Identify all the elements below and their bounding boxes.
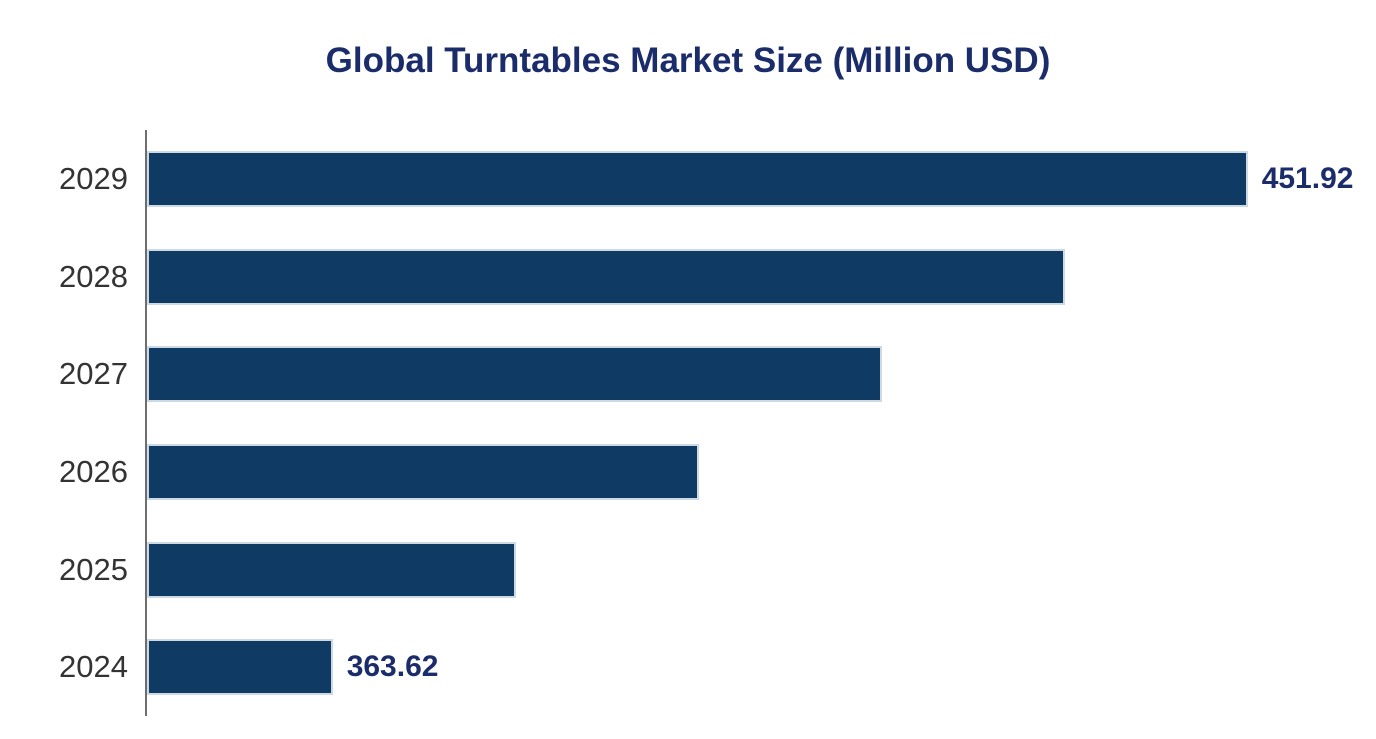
bar-track (147, 248, 1376, 305)
year-label: 2027 (59, 356, 128, 392)
year-label: 2025 (59, 551, 128, 587)
bar-row: 2026 (0, 423, 1376, 521)
bar-row: 2028 (0, 228, 1376, 326)
bar-track (147, 541, 1376, 598)
bar: 363.62 (147, 639, 438, 696)
bar: 451.92 (147, 150, 1353, 207)
chart-title: Global Turntables Market Size (Million U… (325, 41, 1051, 80)
plot-area: 2029 451.92 2028 2027 2026 2025 2024 363.62 (0, 130, 1376, 716)
bar-row: 2025 (0, 521, 1376, 619)
bar (147, 248, 1065, 305)
bar-track: 451.92 (147, 150, 1376, 207)
bar-rows: 2029 451.92 2028 2027 2026 2025 2024 363.62 (0, 130, 1376, 716)
bar-track (147, 443, 1376, 500)
bar-track: 363.62 (147, 639, 1376, 696)
year-label: 2029 (59, 160, 128, 196)
value-label: 451.92 (1261, 161, 1354, 195)
bar-row: 2027 (0, 325, 1376, 423)
bar (147, 541, 516, 598)
y-axis-line (145, 130, 147, 716)
year-label: 2026 (59, 453, 128, 489)
year-label: 2028 (59, 258, 128, 294)
year-label: 2024 (59, 649, 128, 685)
bar-track (147, 346, 1376, 403)
bar (147, 346, 882, 403)
value-label: 363.62 (346, 650, 439, 684)
bar-row: 2029 451.92 (0, 130, 1376, 228)
bar-row: 2024 363.62 (0, 618, 1376, 716)
bar (147, 443, 699, 500)
